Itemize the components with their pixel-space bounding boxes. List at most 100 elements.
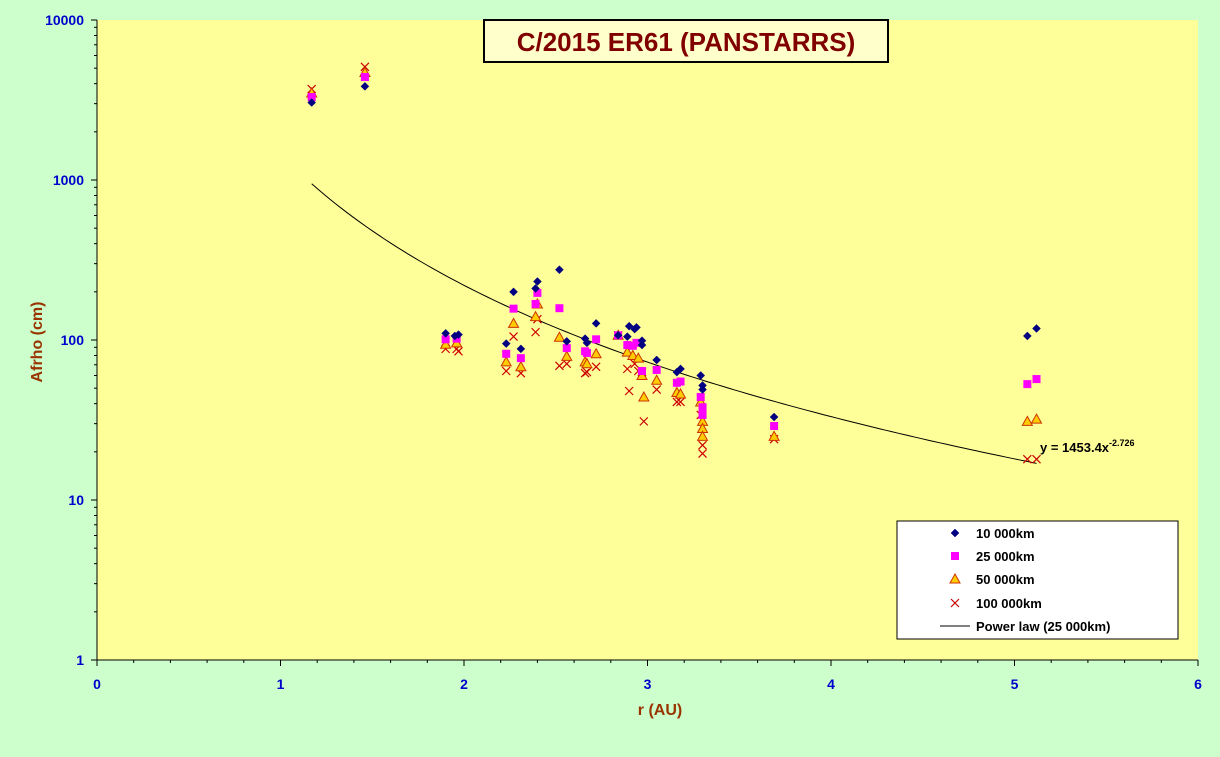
data-point-series-4 xyxy=(509,332,518,342)
data-point-series-3 xyxy=(696,430,709,441)
data-point-series-2 xyxy=(652,365,661,374)
legend-marker-series-4 xyxy=(950,598,960,608)
data-point-series-4 xyxy=(639,416,649,426)
data-point-series-4 xyxy=(554,361,564,371)
data-point-series-1 xyxy=(613,330,623,340)
data-point-series-1 xyxy=(769,412,779,422)
data-point-series-1 xyxy=(454,330,463,340)
y-tick-label: 10 xyxy=(68,492,84,508)
data-point-series-1 xyxy=(509,287,518,297)
data-point-series-3 xyxy=(515,360,527,372)
data-point-series-1 xyxy=(632,322,641,332)
chart-title: C/2015 ER61 (PANSTARRS) xyxy=(517,27,856,57)
y-tick-label: 100 xyxy=(61,332,85,348)
data-point-series-4 xyxy=(531,327,540,337)
data-point-series-3 xyxy=(1030,413,1043,424)
data-point-series-3 xyxy=(553,331,566,342)
x-tick-label: 6 xyxy=(1194,676,1202,692)
data-point-series-2 xyxy=(531,299,540,308)
data-point-series-1 xyxy=(307,98,317,107)
data-point-series-1 xyxy=(676,364,685,374)
data-point-series-2 xyxy=(698,403,707,412)
data-point-series-2 xyxy=(562,344,571,353)
legend-marker-series-1 xyxy=(950,528,960,538)
x-tick-label: 0 xyxy=(93,676,101,692)
data-point-series-3 xyxy=(1021,415,1034,426)
trendline-equation-exponent: -2.726 xyxy=(1109,438,1135,448)
y-axis-label: Afrho (cm) xyxy=(29,302,46,383)
data-point-series-1 xyxy=(698,385,707,394)
data-point-series-2 xyxy=(637,367,646,376)
data-point-series-2 xyxy=(696,393,705,402)
data-point-series-1 xyxy=(1022,331,1032,341)
legend-marker-series-3 xyxy=(949,572,961,584)
data-point-series-3 xyxy=(650,374,663,385)
legend: 10 000km 25 000km 50 000km 100 000km Pow… xyxy=(896,520,1179,640)
data-point-series-3 xyxy=(632,352,645,363)
data-point-series-1 xyxy=(624,321,634,331)
data-point-series-1 xyxy=(696,371,706,380)
data-point-series-2 xyxy=(592,335,601,344)
y-tick-label: 10000 xyxy=(45,12,84,28)
data-point-series-4 xyxy=(698,440,707,450)
data-point-series-4 xyxy=(582,367,592,377)
data-point-series-3 xyxy=(590,347,602,359)
data-point-series-2 xyxy=(555,304,564,313)
legend-label-series-3: 50 000km xyxy=(976,572,1035,587)
data-point-series-1 xyxy=(582,338,592,348)
series-2-points xyxy=(307,73,1041,431)
y-tick-label: 1000 xyxy=(53,172,84,188)
data-point-series-4 xyxy=(672,397,682,407)
data-point-series-1 xyxy=(622,332,632,341)
data-point-series-2 xyxy=(509,304,518,313)
data-point-series-2 xyxy=(516,354,525,363)
data-point-series-4 xyxy=(562,359,572,369)
data-point-series-4 xyxy=(676,397,685,407)
data-point-series-2 xyxy=(452,334,461,343)
data-point-series-3 xyxy=(637,391,650,402)
data-point-series-2 xyxy=(632,338,641,347)
data-point-series-4 xyxy=(454,346,463,356)
x-tick-label: 3 xyxy=(644,676,652,692)
data-point-series-2 xyxy=(676,377,685,386)
data-point-series-3 xyxy=(507,317,520,328)
data-point-series-3 xyxy=(500,355,513,367)
data-point-series-2 xyxy=(441,335,450,344)
trendline-equation-main: y = 1453.4x xyxy=(1040,440,1110,455)
data-point-series-1 xyxy=(1032,324,1041,333)
legend-label-series-4: 100 000km xyxy=(976,596,1042,611)
data-point-series-2 xyxy=(770,422,779,431)
data-point-series-1 xyxy=(531,284,540,293)
data-point-series-1 xyxy=(637,340,647,350)
data-point-series-1 xyxy=(516,344,526,354)
legend-label-series-1: 10 000km xyxy=(976,526,1035,541)
data-point-series-1 xyxy=(441,329,451,338)
data-point-series-3 xyxy=(439,338,452,349)
data-point-series-2 xyxy=(698,410,707,419)
legend-box xyxy=(896,520,1179,640)
chart-title-box: C/2015 ER61 (PANSTARRS) xyxy=(483,19,889,63)
y-tick-label: 1 xyxy=(76,652,84,668)
data-point-series-3 xyxy=(674,387,687,399)
data-point-series-4 xyxy=(591,362,601,372)
data-point-series-4 xyxy=(698,449,707,459)
data-point-series-2 xyxy=(360,73,369,82)
trendline-equation: y = 1453.4x-2.726 xyxy=(1040,438,1135,455)
data-point-series-4 xyxy=(1032,454,1041,464)
legend-marker-series-2 xyxy=(951,552,959,560)
x-tick-label: 2 xyxy=(460,676,468,692)
legend-label-series-2: 25 000km xyxy=(976,549,1035,564)
data-point-series-3 xyxy=(560,350,573,361)
data-point-series-1 xyxy=(652,355,662,365)
data-point-series-3 xyxy=(768,430,780,441)
data-point-series-3 xyxy=(621,346,634,357)
data-point-series-4 xyxy=(624,386,634,396)
data-point-series-1 xyxy=(360,81,370,91)
data-point-series-2 xyxy=(502,349,511,358)
data-point-series-4 xyxy=(622,364,632,374)
x-tick-label: 1 xyxy=(277,676,285,692)
data-point-series-1 xyxy=(501,339,511,348)
data-point-series-2 xyxy=(307,93,316,102)
